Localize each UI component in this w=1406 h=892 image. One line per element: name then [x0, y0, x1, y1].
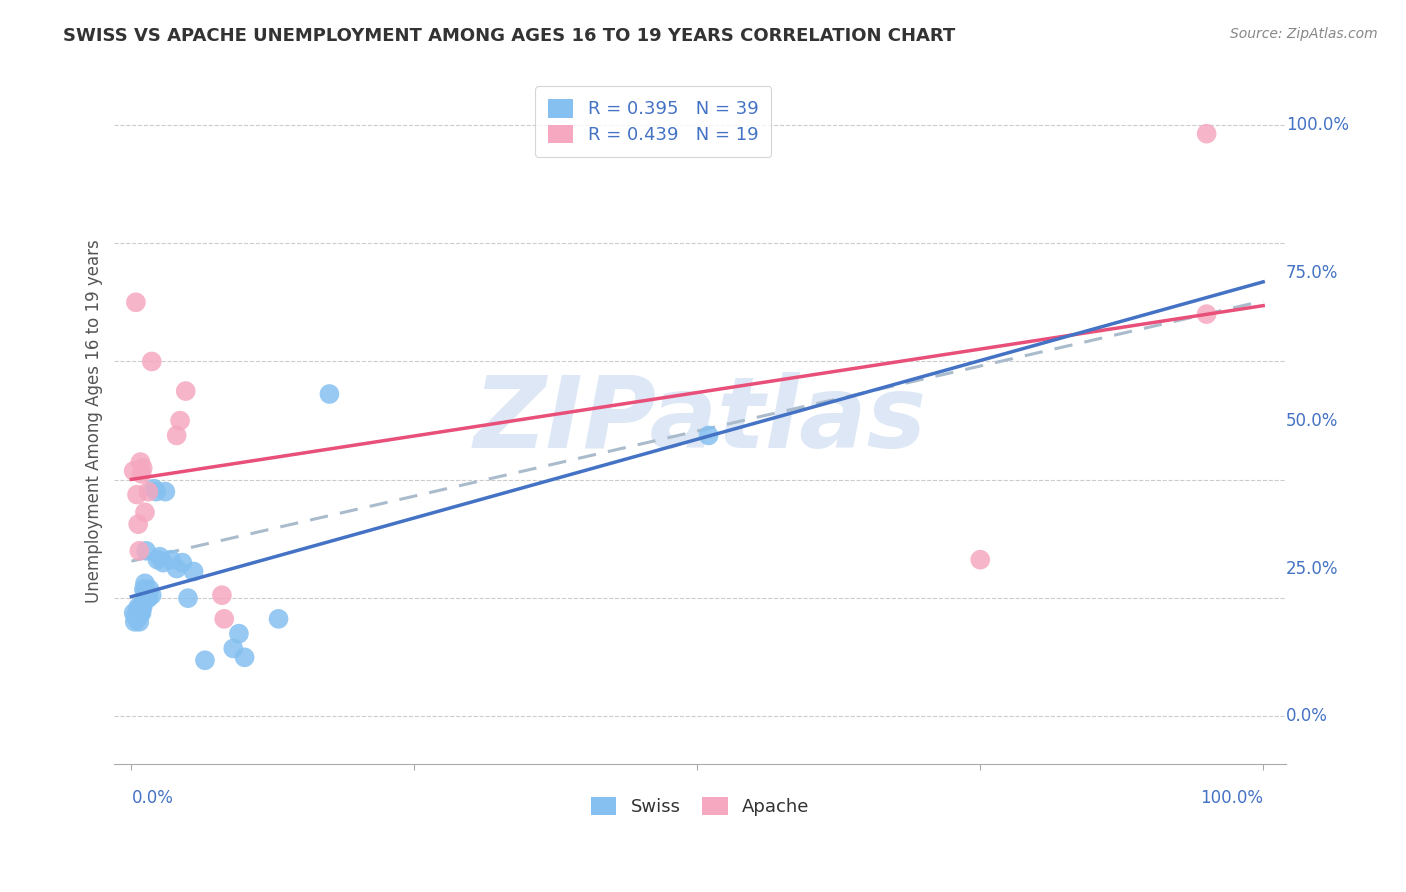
Point [697, 428, 720, 442]
Point [233, 650, 256, 665]
Point [132, 582, 155, 597]
Point [131, 597, 153, 611]
Point [138, 582, 160, 597]
Point [177, 591, 200, 606]
Point [122, 464, 145, 478]
Point [125, 606, 148, 620]
Point [135, 543, 157, 558]
Point [131, 606, 153, 620]
Point [129, 455, 152, 469]
Point [124, 615, 146, 629]
Point [194, 653, 217, 667]
Point [160, 552, 183, 566]
Point [129, 606, 152, 620]
Point [128, 543, 150, 558]
Point [1195, 127, 1218, 141]
Text: 100.0%: 100.0% [1286, 116, 1348, 134]
Point [134, 585, 156, 599]
Point [143, 482, 166, 496]
Point [131, 461, 153, 475]
Point [152, 556, 174, 570]
Point [149, 549, 172, 564]
Point [127, 517, 149, 532]
Point [122, 606, 145, 620]
Point [318, 387, 340, 401]
Text: SWISS VS APACHE UNEMPLOYMENT AMONG AGES 16 TO 19 YEARS CORRELATION CHART: SWISS VS APACHE UNEMPLOYMENT AMONG AGES … [63, 27, 956, 45]
Point [129, 600, 152, 615]
Text: 25.0%: 25.0% [1286, 559, 1339, 577]
Point [166, 561, 188, 575]
Point [146, 552, 169, 566]
Point [127, 606, 149, 620]
Point [228, 626, 250, 640]
Point [212, 612, 235, 626]
Point [155, 484, 177, 499]
Point [127, 600, 149, 615]
Point [172, 556, 194, 570]
Point [1195, 307, 1218, 321]
Point [141, 354, 163, 368]
Point [222, 641, 245, 656]
Point [128, 615, 150, 629]
Point [134, 576, 156, 591]
Text: 50.0%: 50.0% [1286, 411, 1339, 430]
Point [125, 295, 148, 310]
Point [141, 588, 163, 602]
Point [166, 428, 188, 442]
Y-axis label: Unemployment Among Ages 16 to 19 years: Unemployment Among Ages 16 to 19 years [86, 239, 103, 602]
Point [183, 565, 205, 579]
Text: 0.0%: 0.0% [1286, 707, 1327, 725]
Point [125, 487, 148, 501]
Point [969, 552, 991, 566]
Point [138, 484, 160, 499]
Text: 75.0%: 75.0% [1286, 264, 1339, 282]
Point [134, 505, 156, 519]
Text: Source: ZipAtlas.com: Source: ZipAtlas.com [1230, 27, 1378, 41]
Legend: Swiss, Apache: Swiss, Apache [583, 789, 817, 823]
Point [131, 600, 153, 615]
Text: 100.0%: 100.0% [1201, 789, 1263, 807]
Point [174, 384, 197, 398]
Point [267, 612, 290, 626]
Point [138, 591, 160, 606]
Point [211, 588, 233, 602]
Text: 0.0%: 0.0% [131, 789, 173, 807]
Point [169, 414, 191, 428]
Text: ZIPatlas: ZIPatlas [474, 372, 927, 469]
Point [125, 612, 148, 626]
Point [136, 591, 159, 606]
Point [125, 608, 148, 623]
Point [131, 467, 153, 481]
Point [145, 484, 167, 499]
